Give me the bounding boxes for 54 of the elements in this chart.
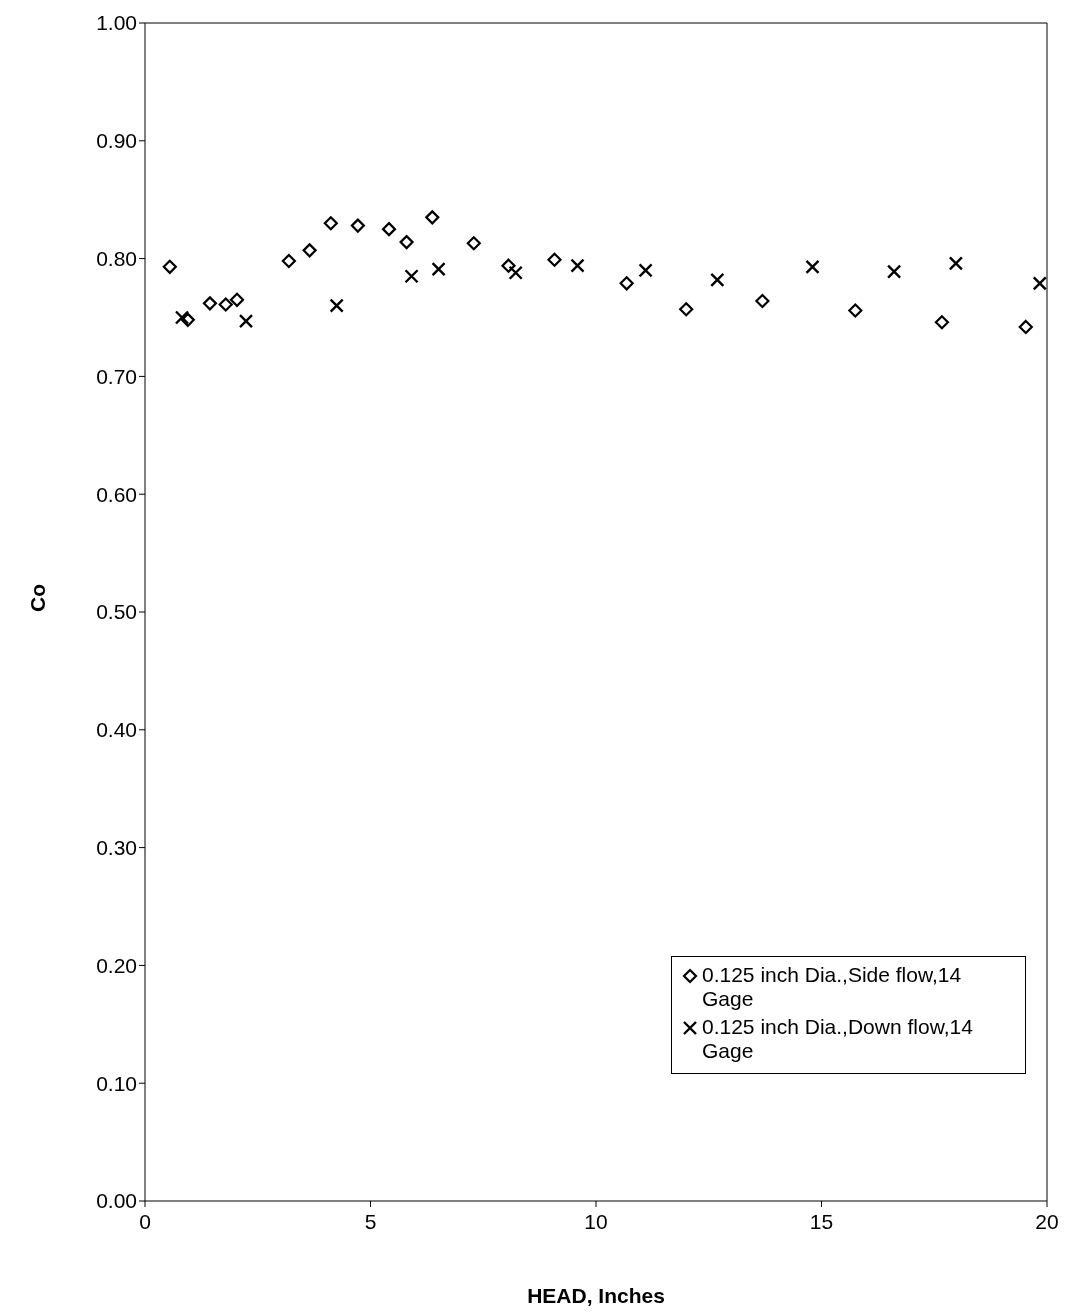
point <box>638 263 653 278</box>
point <box>805 259 820 275</box>
point <box>281 253 296 269</box>
y-tick-label: 0.60 <box>96 482 137 506</box>
y-tick-label: 0.80 <box>96 247 137 271</box>
x-tick-label: 0 <box>139 1210 151 1233</box>
point <box>174 310 190 325</box>
point <box>425 210 440 225</box>
point <box>350 218 365 233</box>
point <box>229 292 245 307</box>
point <box>466 236 481 251</box>
point <box>948 256 964 271</box>
point <box>302 243 317 258</box>
point <box>162 259 177 274</box>
y-tick-label: 0.90 <box>96 129 137 153</box>
point <box>202 296 218 311</box>
point <box>934 315 950 330</box>
y-tick-label: 0.40 <box>96 718 137 742</box>
point <box>238 313 254 329</box>
y-tick-label: 0.50 <box>96 600 137 624</box>
point <box>329 298 344 313</box>
point <box>381 222 397 237</box>
x-tick-label: 20 <box>1035 1210 1059 1233</box>
point <box>619 276 634 291</box>
point <box>218 297 233 312</box>
y-tick-label: 0.10 <box>96 1071 137 1095</box>
point <box>399 235 414 250</box>
legend-label: 0.125 inch Dia.,Down flow,14 Gage <box>702 1015 974 1063</box>
point <box>1018 319 1033 335</box>
point <box>404 269 419 284</box>
point <box>180 312 195 327</box>
point <box>710 272 725 287</box>
point <box>886 264 902 279</box>
point <box>508 265 523 280</box>
point <box>547 252 562 267</box>
point <box>501 258 516 273</box>
y-tick-label: 0.00 <box>96 1189 137 1213</box>
y-tick-label: 0.20 <box>96 953 137 977</box>
x-tick-label: 5 <box>364 1210 377 1233</box>
y-tick-label: 1.00 <box>96 11 137 35</box>
x-tick-label: 15 <box>809 1210 834 1233</box>
legend-label: 0.125 inch Dia.,Side flow,14 Gage <box>702 963 963 1011</box>
point <box>323 216 338 231</box>
y-tick-label: 0.70 <box>96 364 137 388</box>
point <box>848 303 863 318</box>
y-tick-label: 0.30 <box>96 836 137 860</box>
point <box>431 262 446 277</box>
point <box>755 293 770 309</box>
point <box>1032 276 1047 291</box>
point <box>570 258 585 273</box>
x-axis-title: HEAD, Inches <box>527 1284 665 1307</box>
y-axis-title: Co <box>26 584 50 612</box>
point <box>679 302 694 317</box>
x-tick-label: 10 <box>584 1210 608 1233</box>
